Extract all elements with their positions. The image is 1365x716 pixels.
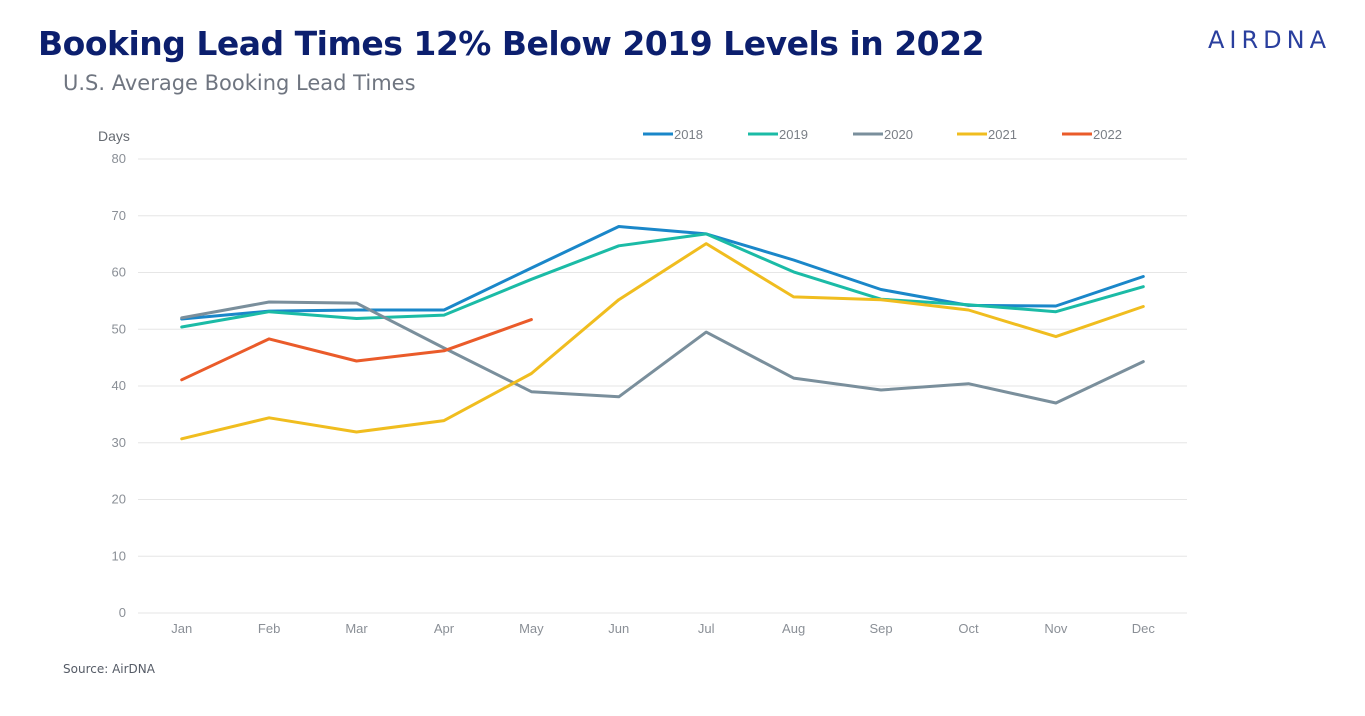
series-line-2022 (180, 318, 533, 382)
y-tick-label: 30 (112, 435, 126, 450)
series-line-2019 (180, 232, 1145, 329)
x-tick-label: Dec (1132, 621, 1156, 636)
legend-label-2021: 2021 (988, 127, 1017, 142)
brand-logo: AIRDNA (1207, 26, 1331, 54)
x-tick-label: Mar (345, 621, 368, 636)
legend-label-2018: 2018 (674, 127, 703, 142)
y-tick-label: 50 (112, 321, 126, 336)
gridlines (138, 158, 1187, 614)
x-tick-label: Jan (171, 621, 192, 636)
x-tick-label: Apr (434, 621, 455, 636)
y-tick-label: 10 (112, 548, 126, 563)
x-tick-label: Jul (698, 621, 715, 636)
legend-label-2019: 2019 (779, 127, 808, 142)
x-tick-label: Sep (869, 621, 892, 636)
y-tick-label: 80 (112, 151, 126, 166)
series-line-2020 (180, 300, 1145, 405)
y-tick-label: 60 (112, 265, 126, 280)
x-tick-label: Nov (1044, 621, 1068, 636)
page-subtitle: U.S. Average Booking Lead Times (63, 71, 416, 95)
x-tick-label: Oct (958, 621, 979, 636)
y-tick-label: 70 (112, 208, 126, 223)
series-lines (180, 225, 1145, 441)
y-tick-label: 20 (112, 492, 126, 507)
y-axis-title: Days (98, 128, 130, 144)
page-title: Booking Lead Times 12% Below 2019 Levels… (38, 24, 985, 63)
y-axis-ticks: 0 10 20 30 40 50 60 70 80 (112, 151, 126, 620)
legend-label-2020: 2020 (884, 127, 913, 142)
y-tick-label: 0 (119, 605, 126, 620)
x-tick-label: Feb (258, 621, 280, 636)
legend-label-2022: 2022 (1093, 127, 1122, 142)
x-tick-label: May (519, 621, 544, 636)
x-axis-ticks: Jan Feb Mar Apr May Jun Jul Aug Sep Oct Nov Dec (171, 621, 1155, 636)
x-tick-label: Aug (782, 621, 805, 636)
legend: 2018 2019 2020 2021 2022 (643, 127, 1122, 142)
source-note: Source: AirDNA (63, 662, 155, 676)
y-tick-label: 40 (112, 378, 126, 393)
x-tick-label: Jun (608, 621, 629, 636)
series-line-2021 (180, 242, 1145, 441)
